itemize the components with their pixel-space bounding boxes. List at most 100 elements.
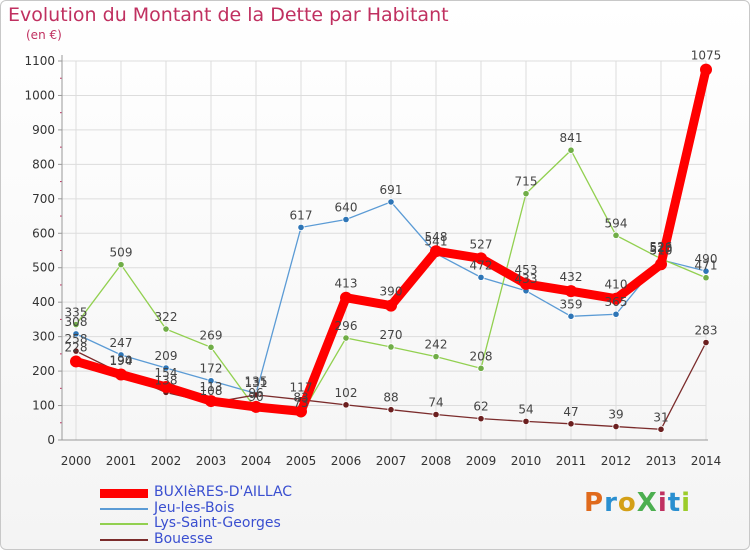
data-point <box>117 261 125 269</box>
data-point <box>207 377 215 385</box>
data-label: 490 <box>695 252 718 266</box>
data-label: 640 <box>335 200 358 214</box>
logo-letter: r <box>604 488 618 518</box>
proxiti-logo: ProXiti <box>584 488 691 518</box>
data-label: 527 <box>470 237 493 251</box>
data-point <box>432 353 440 361</box>
x-tick-label: 2002 <box>151 454 182 468</box>
x-tick-label: 2009 <box>466 454 497 468</box>
x-tick-label: 2005 <box>286 454 317 468</box>
y-tick-label: 600 <box>32 226 55 240</box>
data-point <box>430 245 442 258</box>
data-label: 83 <box>293 390 308 404</box>
data-label: 154 <box>155 366 178 380</box>
data-label: 548 <box>425 230 448 244</box>
data-label: 510 <box>650 243 673 257</box>
data-label: 73 <box>293 396 308 410</box>
data-point <box>567 146 575 154</box>
data-point <box>115 368 127 381</box>
data-point <box>610 292 622 305</box>
data-label: 715 <box>515 175 538 189</box>
data-label: 113 <box>200 380 223 394</box>
x-tick-label: 2001 <box>106 454 137 468</box>
legend-label: BUXIèRES-D'AILLAC <box>154 484 293 500</box>
data-point <box>657 425 665 433</box>
data-label: 453 <box>515 263 538 277</box>
data-point <box>432 410 440 419</box>
logo-letter: i <box>681 488 692 518</box>
data-point <box>387 343 395 351</box>
data-label: 138 <box>155 373 178 387</box>
legend-swatch <box>100 538 148 541</box>
axis-layer: 0 100 200 300 400 500 600 700 800 900 1000 1100 2000… <box>24 54 721 468</box>
data-label: 335 <box>65 306 88 320</box>
data-point <box>567 420 575 428</box>
data-point <box>117 351 125 359</box>
data-point <box>475 252 487 265</box>
data-point <box>700 63 712 76</box>
data-label: 31 <box>653 410 668 424</box>
data-point <box>612 422 620 431</box>
data-point <box>387 198 395 206</box>
y-tick-label: 300 <box>32 330 55 344</box>
legend-swatch <box>100 507 148 510</box>
y-tick-label: 100 <box>32 399 55 413</box>
data-label: 413 <box>335 277 358 291</box>
data-label: 228 <box>65 340 88 354</box>
data-point <box>385 299 397 312</box>
legend-swatch <box>100 489 148 498</box>
data-label: 471 <box>695 259 718 273</box>
x-tick-label: 2004 <box>241 454 272 468</box>
data-label: 410 <box>605 278 628 292</box>
data-label: 242 <box>425 338 448 352</box>
legend-label: Bouesse <box>154 530 213 547</box>
data-label: 841 <box>560 131 583 145</box>
data-point <box>160 380 172 393</box>
data-label: 135 <box>245 374 268 388</box>
data-label: 472 <box>470 258 493 272</box>
chart-title: Evolution du Montant de la Dette par Hab… <box>8 4 449 26</box>
data-label: 526 <box>650 240 673 254</box>
data-label: 270 <box>380 328 403 342</box>
y-tick-label: 900 <box>32 123 55 137</box>
data-label: 62 <box>473 400 488 414</box>
x-tick-label: 2011 <box>556 454 587 468</box>
data-label: 172 <box>200 362 223 376</box>
data-point <box>520 277 532 290</box>
data-point <box>477 364 485 372</box>
data-point <box>72 320 80 329</box>
legend-label: Jeu-les-Bois <box>154 499 235 516</box>
data-label: 117 <box>290 381 313 395</box>
data-label: 359 <box>560 297 583 311</box>
data-label: 541 <box>425 235 448 249</box>
data-point <box>567 312 575 320</box>
data-label: 269 <box>200 328 223 342</box>
data-label: 433 <box>515 272 538 286</box>
y-tick-label: 800 <box>32 157 55 171</box>
data-label: 308 <box>65 315 88 329</box>
data-label: 1075 <box>691 49 722 63</box>
x-tick-label: 2010 <box>511 454 542 468</box>
data-point <box>342 334 350 342</box>
data-label: 247 <box>110 336 133 350</box>
data-point <box>72 347 80 355</box>
x-tick-label: 2003 <box>196 454 227 468</box>
data-label: 322 <box>155 310 178 324</box>
data-point <box>477 415 485 423</box>
y-tick-label: 500 <box>32 261 55 275</box>
y-tick-label: 0 <box>47 433 55 447</box>
x-tick-label: 2014 <box>691 454 722 468</box>
data-label: 691 <box>380 183 403 197</box>
y-tick-label: 1000 <box>24 88 55 102</box>
data-point <box>522 417 530 425</box>
data-label: 365 <box>605 295 628 309</box>
x-tick-label: 2008 <box>421 454 452 468</box>
data-point <box>565 285 577 298</box>
data-point <box>340 291 352 304</box>
data-label: 432 <box>560 270 583 284</box>
x-tick-label: 2000 <box>61 454 92 468</box>
data-label: 47 <box>563 405 578 419</box>
data-label: 283 <box>695 323 718 337</box>
